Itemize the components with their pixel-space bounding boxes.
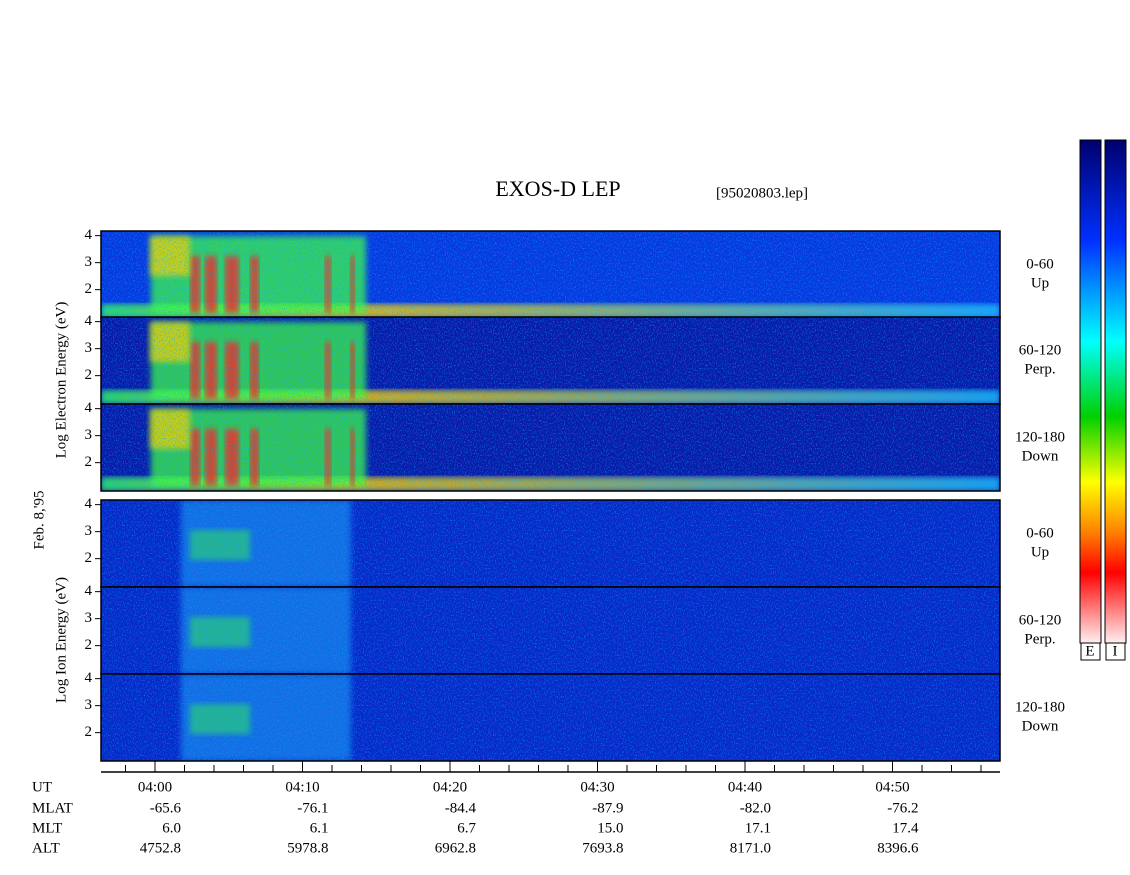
direction: Down <box>1022 718 1059 734</box>
y-tick-label: 2 <box>85 367 93 383</box>
orbit-value: 8171.0 <box>730 840 771 856</box>
colorbars: E I <box>1079 139 1127 661</box>
y-tick-label: 3 <box>85 254 93 270</box>
orbit-value: 17.4 <box>892 820 919 836</box>
orbit-value: 04:40 <box>728 779 762 795</box>
pitch-angle: 0-60 <box>1026 256 1054 272</box>
pitch-angle: 60-120 <box>1019 612 1062 628</box>
panel-frame <box>100 673 1001 762</box>
noise <box>101 404 1000 491</box>
spectrogram <box>101 587 1000 674</box>
colorbar-label-box <box>1105 642 1126 661</box>
y-tick-label: 3 <box>85 340 93 356</box>
y-tick-label: 3 <box>85 427 93 443</box>
y-tick-label: 2 <box>85 724 93 740</box>
noise <box>101 500 1000 587</box>
y-tick-label: 4 <box>85 496 93 512</box>
orbit-value: 04:20 <box>433 779 467 795</box>
orbit-value: 17.1 <box>745 820 771 836</box>
noise <box>101 674 1000 761</box>
row-label: MLAT <box>32 800 73 816</box>
orbit-value: 04:50 <box>875 779 909 795</box>
noise <box>101 587 1000 674</box>
spectrogram <box>101 317 1000 404</box>
y-tick-label: 4 <box>85 227 93 243</box>
orbit-value: 8396.6 <box>877 840 919 856</box>
row-label: ALT <box>32 840 60 856</box>
ion-axis-label: Log Ion Energy (eV) <box>53 577 69 703</box>
orbit-value: -84.4 <box>445 800 477 816</box>
electron-axis-label: Log Electron Energy (eV) <box>53 302 69 459</box>
noise <box>101 317 1000 404</box>
orbit-value: 6.7 <box>457 820 476 836</box>
panel: 2 3 4 <box>85 583 1001 675</box>
orbit-value: -87.9 <box>592 800 623 816</box>
pitch-angle: 120-180 <box>1015 699 1065 715</box>
y-tick-label: 4 <box>85 670 93 686</box>
orbit-value: 6.0 <box>162 820 181 836</box>
direction: Up <box>1031 275 1049 291</box>
y-tick-label: 3 <box>85 610 93 626</box>
y-tick-label: 2 <box>85 281 93 297</box>
file-name: [95020803.lep] <box>716 185 808 201</box>
orbit-value: -82.0 <box>740 800 771 816</box>
y-tick-label: 4 <box>85 313 93 329</box>
panel: 2 3 4 <box>85 313 1001 405</box>
date-label: Feb. 8,'95 <box>31 491 47 550</box>
colorbar-label: I <box>1113 643 1118 659</box>
colorbar-label: E <box>1085 643 1094 659</box>
orbit-value: 04:10 <box>285 779 319 795</box>
colorbar-label-box <box>1080 642 1101 661</box>
noise <box>101 231 1000 318</box>
orbit-value: 6.1 <box>310 820 329 836</box>
orbit-value: 5978.8 <box>287 840 328 856</box>
title: EXOS-D LEP <box>495 176 620 201</box>
orbit-value: -65.6 <box>150 800 182 816</box>
spectrogram <box>101 674 1000 761</box>
orbit-value: 15.0 <box>597 820 623 836</box>
y-tick-label: 3 <box>85 697 93 713</box>
direction: Perp. <box>1024 631 1055 647</box>
orbit-value: -76.1 <box>297 800 328 816</box>
orbit-value: 04:30 <box>580 779 614 795</box>
y-tick-label: 4 <box>85 583 93 599</box>
panel: 2 3 4 <box>85 400 1001 492</box>
spectrogram <box>101 404 1000 491</box>
panel: 2 3 4 <box>85 670 1001 762</box>
y-tick-label: 2 <box>85 454 93 470</box>
colorbar <box>1104 139 1127 644</box>
orbit-value: 4752.8 <box>140 840 181 856</box>
panel-frame <box>100 403 1001 492</box>
pitch-angle: 60-120 <box>1019 342 1062 358</box>
orbit-value: -76.2 <box>887 800 918 816</box>
panel: 2 3 4 <box>85 227 1001 319</box>
direction: Perp. <box>1024 361 1055 377</box>
y-tick-label: 4 <box>85 400 93 416</box>
panel: 2 3 4 <box>85 496 1001 588</box>
row-label: UT <box>32 779 52 795</box>
y-tick-label: 3 <box>85 523 93 539</box>
pitch-angle: 0-60 <box>1026 525 1054 541</box>
row-label: MLT <box>32 820 62 836</box>
spectrogram <box>101 231 1000 318</box>
orbit-value: 6962.8 <box>435 840 476 856</box>
orbit-value: 7693.8 <box>582 840 623 856</box>
orbit-value: 04:00 <box>138 779 172 795</box>
direction: Up <box>1031 544 1049 560</box>
y-tick-label: 2 <box>85 550 93 566</box>
spectrogram <box>101 500 1000 587</box>
colorbar <box>1079 139 1102 644</box>
direction: Down <box>1022 448 1059 464</box>
pitch-angle: 120-180 <box>1015 429 1065 445</box>
y-tick-label: 2 <box>85 637 93 653</box>
